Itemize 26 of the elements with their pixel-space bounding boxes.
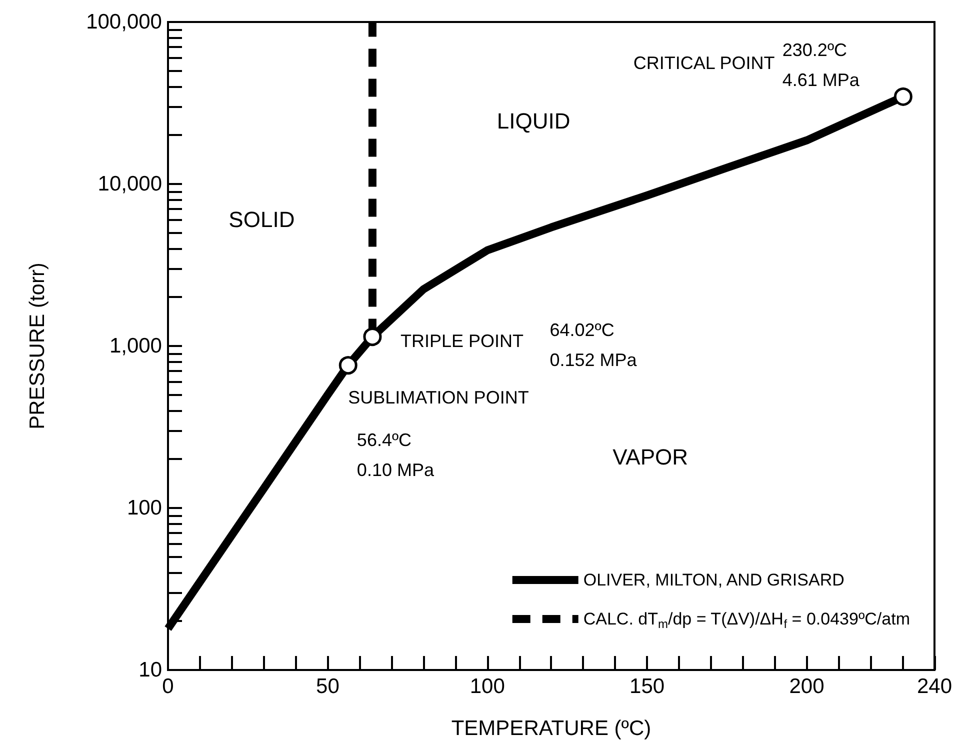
annotation: VAPOR xyxy=(612,444,688,470)
point xyxy=(894,87,912,106)
y-tick-label: 10,000 xyxy=(98,172,162,196)
x-tick-label: 150 xyxy=(630,675,665,698)
y-tick-label: 100 xyxy=(126,496,162,520)
y-tick-label: 1,000 xyxy=(109,334,162,358)
annotation: SOLID xyxy=(228,207,295,232)
x-tick-label: 200 xyxy=(789,675,824,698)
x-tick-label: 240 xyxy=(916,675,952,698)
point xyxy=(363,328,382,346)
annotation: 64.02ºC 0.152 MPa xyxy=(550,320,638,370)
annotation: CRITICAL POINT xyxy=(633,52,775,73)
annotation: 230.2ºC 4.61 MPa xyxy=(782,40,860,90)
y-tick-label: 10 xyxy=(138,658,162,682)
y-tick-label: 100,000 xyxy=(86,10,162,34)
legend-label: OLIVER, MILTON, AND GRISARD xyxy=(583,570,844,590)
annotation: TRIPLE POINT xyxy=(400,330,524,351)
point xyxy=(338,356,358,375)
y-axis-title: PRESSURE (torr) xyxy=(26,262,49,430)
annotation: LIQUID xyxy=(496,108,570,134)
x-tick-label: 100 xyxy=(470,675,505,698)
annotation: SUBLIMATION POINT xyxy=(348,387,529,408)
x-tick-label: 0 xyxy=(162,675,174,698)
annotation: 56.4ºC 0.10 MPa xyxy=(356,430,435,480)
x-axis-title: TEMPERATURE (ºC) xyxy=(451,717,652,740)
x-tick-label: 50 xyxy=(316,675,340,698)
